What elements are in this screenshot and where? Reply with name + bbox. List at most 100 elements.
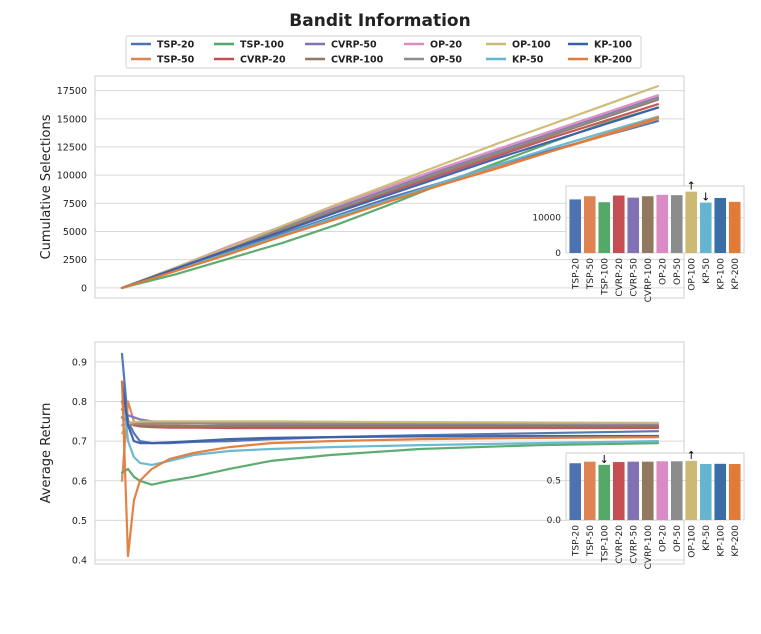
y-tick-label: 15000 <box>57 114 87 125</box>
inset-bar-op-20 <box>656 194 669 253</box>
inset-bar-kp-200 <box>728 464 741 520</box>
legend-label-kp-50: KP-50 <box>512 55 544 66</box>
inset-bar-chart: 0 10000 TSP-20 TSP-50 TSP-100 CVRP-20 CVRP-50 C… <box>532 180 745 303</box>
inset-frame <box>565 452 745 521</box>
series-line-kp-100 <box>120 106 660 289</box>
y-tick-label: 0.7 <box>72 437 87 448</box>
inset-bar-op-50 <box>670 461 683 520</box>
inset-bar-cvrp-100 <box>641 196 654 253</box>
inset-x-tick-label: TSP-50 <box>586 258 596 290</box>
y-tick-label: 0.4 <box>72 556 87 567</box>
inset-x-tick-label: OP-100 <box>687 525 697 558</box>
inset-y-tick-label: 0.5 <box>547 477 561 487</box>
series-line-tsp-100 <box>120 442 660 486</box>
series-line-cvrp-100 <box>120 416 660 428</box>
inset-y-tick-label: 0 <box>555 249 561 259</box>
inset-x-tick-label: KP-100 <box>716 258 726 290</box>
inset-x-tick-label: CVRP-20 <box>615 258 625 297</box>
series-line-kp-50 <box>120 380 660 466</box>
inset-x-tick-label: KP-50 <box>702 258 712 284</box>
inset-bar-cvrp-20 <box>612 195 625 253</box>
inset-y-tick-label: 10000 <box>532 214 561 224</box>
series-line-op-100 <box>120 84 660 289</box>
inset-x-tick-label: OP-50 <box>673 258 683 285</box>
legend-label-op-100: OP-100 <box>512 40 551 51</box>
y-axis-label: Average Return <box>39 403 54 504</box>
inset-x-tick-label: KP-100 <box>716 525 726 557</box>
cumulative-selections-panel: 0 2500 5000 7500 10000 12500 15000 17500 Cumulat… <box>39 75 745 303</box>
inset-x-tick-label: KP-50 <box>702 525 712 551</box>
inset-x-tick-label: TSP-50 <box>586 525 596 557</box>
inset-x-tick-label: CVRP-100 <box>644 258 654 303</box>
legend-label-cvrp-50: CVRP-50 <box>331 40 377 51</box>
inset-bar-tsp-20 <box>569 199 582 253</box>
inset-x-tick-label: CVRP-20 <box>615 525 625 564</box>
legend-label-kp-200: KP-200 <box>594 55 632 66</box>
inset-x-tick-label: OP-20 <box>658 525 668 552</box>
legend-label-tsp-50: TSP-50 <box>157 55 195 66</box>
inset-x-tick-label: OP-50 <box>673 525 683 552</box>
inset-x-tick-label: TSP-20 <box>571 258 581 290</box>
series-line-tsp-20 <box>120 352 660 445</box>
inset-x-tick-label: OP-100 <box>687 258 697 291</box>
inset-x-tick-label: TSP-100 <box>600 525 610 563</box>
inset-bar-tsp-100 <box>598 464 611 520</box>
inset-x-tick-label: CVRP-50 <box>629 258 639 297</box>
legend-label-tsp-20: TSP-20 <box>157 40 195 51</box>
inset-bar-cvrp-50 <box>627 461 640 520</box>
inset-bar-op-100 <box>685 191 698 253</box>
y-axis-label: Cumulative Selections <box>39 114 54 259</box>
inset-x-tick-label: CVRP-50 <box>629 525 639 564</box>
series-line-kp-100 <box>120 380 660 445</box>
inset-bar-kp-50 <box>699 202 712 253</box>
legend-label-cvrp-100: CVRP-100 <box>331 55 384 66</box>
inset-x-tick-label: KP-200 <box>731 258 741 290</box>
inset-bar-cvrp-20 <box>612 462 625 520</box>
y-tick-label: 0.8 <box>72 397 87 408</box>
y-tick-label: 0.6 <box>72 476 87 487</box>
legend-label-op-50: OP-50 <box>430 55 462 66</box>
y-tick-label: 0 <box>81 283 87 294</box>
average-return-panel: 0.4 0.5 0.6 0.7 0.8 0.9 Average Return 0.0 0.5 TS… <box>39 341 745 570</box>
y-tick-label: 7500 <box>63 199 87 210</box>
inset-bar-kp-100 <box>714 463 727 520</box>
y-tick-label: 17500 <box>57 86 87 97</box>
y-tick-label: 0.9 <box>72 357 87 368</box>
inset-bar-kp-100 <box>714 197 727 253</box>
inset-y-tick-label: 0.0 <box>547 516 562 526</box>
inset-x-tick-label: KP-200 <box>731 525 741 557</box>
inset-bar-cvrp-50 <box>627 197 640 253</box>
series-line-op-100 <box>120 420 660 435</box>
inset-frame <box>565 185 745 254</box>
inset-bar-op-100 <box>685 460 698 520</box>
marker-arrow-tsp-100: ↓ <box>600 453 609 466</box>
chart-title: Bandit Information <box>289 11 470 31</box>
inset-x-tick-label: CVRP-100 <box>644 525 654 570</box>
marker-arrow-op-100: ↑ <box>687 180 696 193</box>
legend-label-tsp-100: TSP-100 <box>240 40 284 51</box>
series-line-kp-200 <box>120 380 660 558</box>
series-line-kp-200 <box>120 116 660 289</box>
marker-arrow-kp-50: ↓ <box>701 191 710 204</box>
legend-label-kp-100: KP-100 <box>594 40 632 51</box>
inset-bar-tsp-100 <box>598 202 611 253</box>
inset-bar-kp-200 <box>728 201 741 253</box>
inset-bar-kp-50 <box>699 464 712 520</box>
y-tick-label: 2500 <box>63 255 87 266</box>
inset-bar-op-20 <box>656 461 669 520</box>
inset-x-tick-label: OP-20 <box>658 258 668 285</box>
y-tick-label: 12500 <box>57 142 87 153</box>
inset-x-tick-label: TSP-100 <box>600 258 610 296</box>
legend-label-cvrp-20: CVRP-20 <box>240 55 286 66</box>
inset-bar-tsp-20 <box>569 463 582 520</box>
marker-arrow-op-100: ↑ <box>687 449 696 462</box>
legend-label-op-20: OP-20 <box>430 40 462 51</box>
inset-bar-cvrp-100 <box>641 461 654 520</box>
inset-bar-tsp-50 <box>583 196 596 253</box>
y-tick-label: 0.5 <box>72 516 87 527</box>
y-tick-label: 5000 <box>63 227 87 238</box>
inset-bar-chart: 0.0 0.5 TSP-20 TSP-50 TSP-100 CVRP-20 CVRP-50 C… <box>547 449 745 570</box>
inset-bar-op-50 <box>670 195 683 253</box>
legend: TSP-20 TSP-50 TSP-100 CVRP-20 CVRP-50 CVRP-10… <box>125 35 642 69</box>
